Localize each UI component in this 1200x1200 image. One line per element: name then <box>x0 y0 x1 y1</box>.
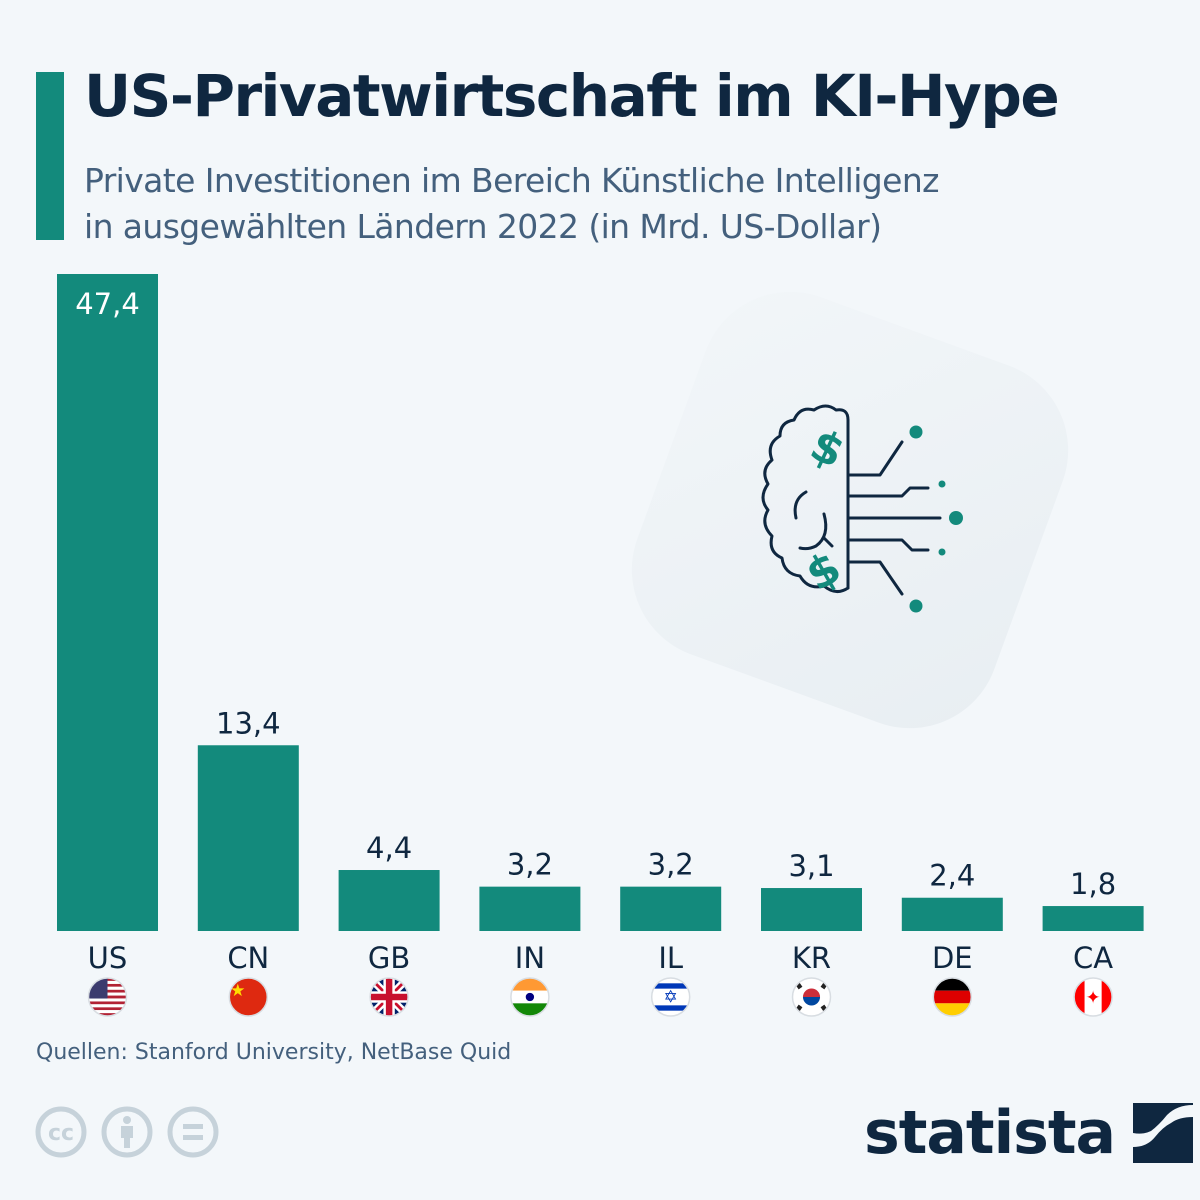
category-label-ca: CA <box>1073 941 1113 975</box>
value-label-cn: 13,4 <box>216 706 281 740</box>
subtitle-line-1: Private Investitionen im Bereich Künstli… <box>84 161 939 200</box>
value-label-us: 47,4 <box>75 287 140 321</box>
cn-flag-icon: ★ <box>229 978 268 1016</box>
license-icons: cc <box>34 1105 220 1159</box>
subtitle-line-2: in ausgewählten Ländern 2022 (in Mrd. US… <box>84 207 882 246</box>
by-attribution-icon[interactable] <box>100 1105 154 1159</box>
value-label-ca: 1,8 <box>1070 867 1116 901</box>
nd-no-derivatives-icon[interactable] <box>166 1105 220 1159</box>
bar-cn <box>197 745 299 931</box>
value-label-gb: 4,4 <box>366 831 412 865</box>
flag-ring <box>87 977 128 1017</box>
value-label-il: 3,2 <box>648 848 694 882</box>
value-label-de: 2,4 <box>929 859 975 893</box>
svg-text:★: ★ <box>230 981 245 1001</box>
bar-il <box>620 886 722 931</box>
flag-ring <box>228 977 269 1017</box>
flag-ring <box>791 977 832 1017</box>
category-label-in: IN <box>515 941 545 975</box>
bar-ca <box>1042 906 1144 931</box>
svg-text:cc: cc <box>48 1121 74 1146</box>
brand-name: statista <box>864 1098 1116 1168</box>
brain-circuit-dollar-icon: $ $ <box>748 400 978 620</box>
bar-de <box>901 897 1003 931</box>
category-label-us: US <box>88 941 128 975</box>
chart-title: US-Privatwirtschaft im KI-Hype <box>84 62 1060 130</box>
statista-logo[interactable]: statista <box>864 1098 1194 1168</box>
category-label-kr: KR <box>792 941 831 975</box>
flag-ring <box>932 977 973 1017</box>
source-note: Quellen: Stanford University, NetBase Qu… <box>36 1040 512 1065</box>
category-label-il: IL <box>658 941 683 975</box>
value-label-in: 3,2 <box>507 848 553 882</box>
title-accent-bar <box>36 72 64 240</box>
category-label-cn: CN <box>227 941 269 975</box>
value-label-kr: 3,1 <box>788 849 834 883</box>
bar-in <box>479 886 581 931</box>
bar-gb <box>338 870 440 931</box>
flag-ring <box>1073 977 1113 1017</box>
gb-flag-icon <box>370 978 409 1016</box>
cc-icon[interactable]: cc <box>34 1105 88 1159</box>
bar-chart: 47,4 US 13,4 CN ★ 4,4 GB 3,2 IN 3,2 IL ✡ 3,1 KR 2,4 DE 1… <box>57 274 1144 1017</box>
svg-text:✡: ✡ <box>664 988 678 1008</box>
chart-subtitle: Private Investitionen im Bereich Künstli… <box>84 158 939 250</box>
flag-ring <box>510 977 550 1017</box>
svg-text:✦: ✦ <box>1086 988 1101 1009</box>
category-label-de: DE <box>932 941 973 975</box>
flag-ring <box>650 977 691 1017</box>
ca-flag-icon: ✦ <box>1074 978 1113 1016</box>
bar-us <box>57 274 158 931</box>
statista-logo-icon <box>1133 1103 1194 1163</box>
il-flag-icon: ✡ <box>651 978 690 1016</box>
category-label-gb: GB <box>368 941 410 975</box>
bar-kr <box>761 888 862 931</box>
flag-ring <box>369 977 409 1017</box>
